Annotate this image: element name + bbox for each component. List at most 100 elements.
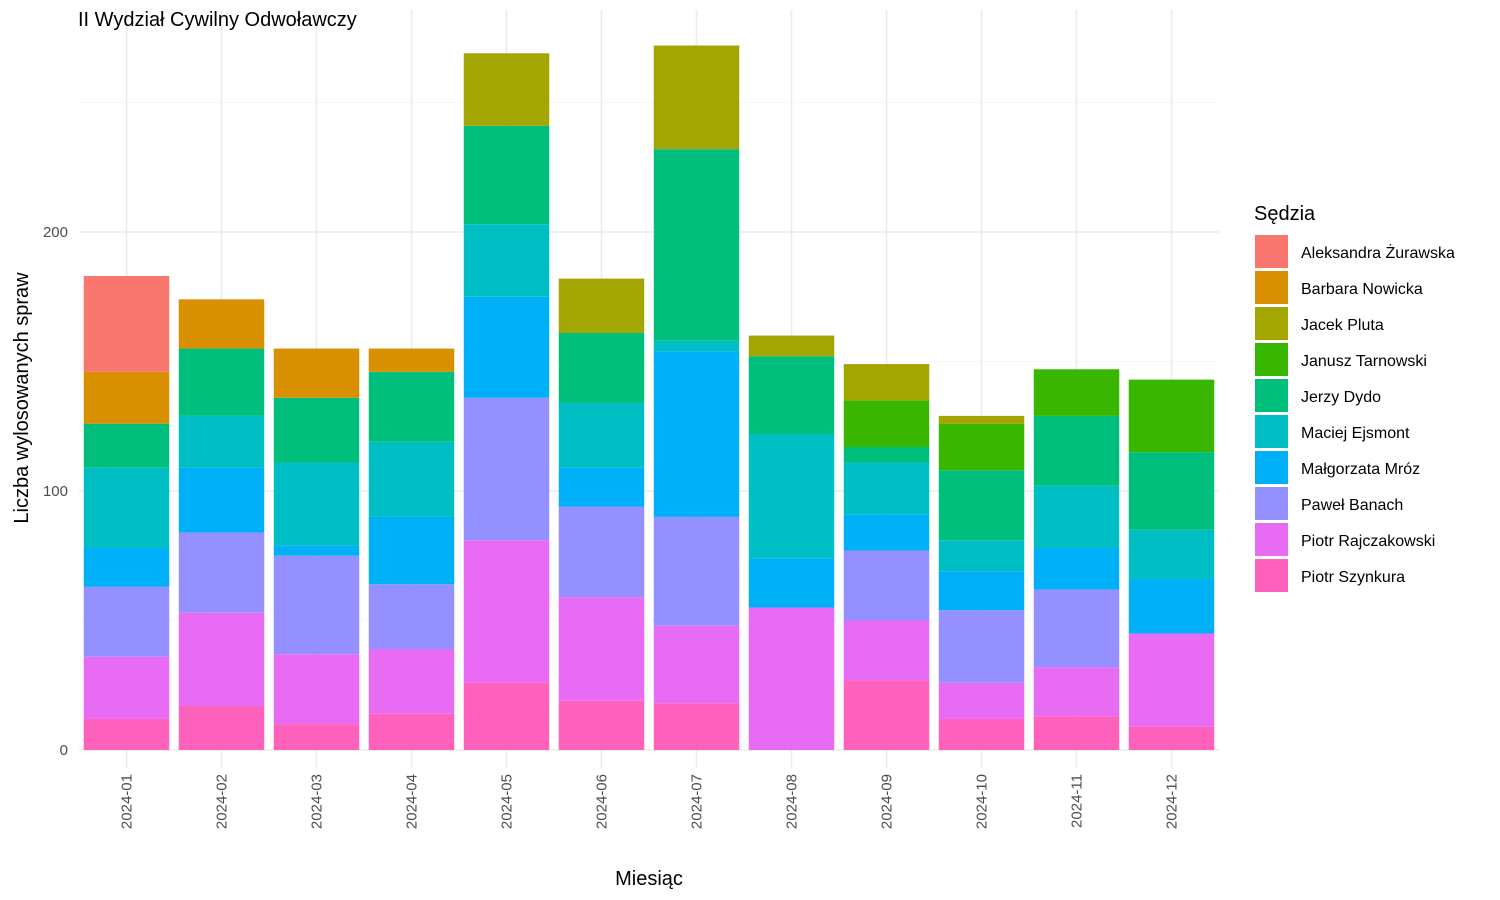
legend-label-pawel-banach: Paweł Banach [1301, 497, 1403, 514]
x-axis-title: Miesiąc [615, 868, 683, 890]
bar-segment-2024-07-pawel-banach [653, 516, 740, 626]
bar-segment-2024-07-piotr-rajczakowski [653, 625, 740, 704]
bar-segment-2024-03-pawel-banach [273, 555, 360, 655]
legend-label-jerzy-dydo: Jerzy Dydo [1301, 389, 1381, 406]
bar-segment-2024-05-jerzy-dydo [463, 125, 550, 225]
legend-label-malgorzata-mroz: Małgorzata Mróz [1301, 461, 1420, 478]
x-tick-label: 2024-08 [784, 774, 801, 829]
bar-segment-2024-07-malgorzata-mroz [653, 351, 740, 517]
bar-segment-2024-04-jerzy-dydo [368, 371, 455, 442]
bar-segment-2024-12-piotr-szynkura [1128, 726, 1215, 750]
bar-segment-2024-04-piotr-rajczakowski [368, 648, 455, 714]
bar-segment-2024-09-jerzy-dydo [843, 446, 930, 463]
bar-segment-2024-03-barbara-nowicka [273, 348, 360, 398]
bar-segment-2024-03-malgorzata-mroz [273, 545, 360, 556]
x-tick-label: 2024-07 [689, 774, 706, 829]
legend-key-aleksandra-zurawska [1255, 235, 1288, 268]
bar-segment-2024-04-maciej-ejsmont [368, 441, 455, 517]
bar-segment-2024-08-jacek-pluta [748, 335, 835, 357]
legend-label-piotr-rajczakowski: Piotr Rajczakowski [1301, 533, 1435, 550]
bar-segment-2024-11-malgorzata-mroz [1033, 547, 1120, 590]
bar-segment-2024-12-piotr-rajczakowski [1128, 633, 1215, 727]
x-tick-label: 2024-02 [214, 774, 231, 829]
bars [83, 45, 1215, 750]
legend-label-aleksandra-zurawska: Aleksandra Żurawska [1301, 243, 1455, 262]
bar-segment-2024-04-pawel-banach [368, 584, 455, 649]
bar-segment-2024-09-piotr-rajczakowski [843, 620, 930, 681]
bar-segment-2024-06-piotr-szynkura [558, 700, 645, 750]
bar-segment-2024-04-piotr-szynkura [368, 713, 455, 750]
bar-segment-2024-02-piotr-rajczakowski [178, 612, 265, 706]
bar-segment-2024-01-pawel-banach [83, 586, 170, 657]
bar-segment-2024-11-piotr-szynkura [1033, 716, 1120, 750]
x-tick-label: 2024-12 [1164, 774, 1181, 829]
bar-segment-2024-02-barbara-nowicka [178, 299, 265, 349]
legend-key-piotr-szynkura [1255, 559, 1288, 592]
x-tick-label: 2024-01 [119, 774, 136, 829]
bar-segment-2024-11-janusz-tarnowski [1033, 369, 1120, 416]
bar-segment-2024-02-piotr-szynkura [178, 705, 265, 750]
bar-segment-2024-03-jerzy-dydo [273, 397, 360, 463]
bar-segment-2024-05-pawel-banach [463, 397, 550, 541]
bar-segment-2024-07-jerzy-dydo [653, 149, 740, 341]
bar-segment-2024-03-maciej-ejsmont [273, 462, 360, 546]
bar-segment-2024-06-jacek-pluta [558, 278, 645, 334]
bar-segment-2024-01-aleksandra-zurawska [83, 276, 170, 372]
bar-segment-2024-02-maciej-ejsmont [178, 415, 265, 468]
bar-segment-2024-10-malgorzata-mroz [938, 571, 1025, 611]
bar-segment-2024-02-pawel-banach [178, 532, 265, 613]
bar-segment-2024-07-piotr-szynkura [653, 703, 740, 750]
bar-segment-2024-09-jacek-pluta [843, 364, 930, 401]
bar-segment-2024-08-piotr-rajczakowski [748, 607, 835, 750]
bar-segment-2024-09-pawel-banach [843, 550, 930, 621]
x-tick-label: 2024-11 [1069, 774, 1086, 828]
legend-label-barbara-nowicka: Barbara Nowicka [1301, 281, 1423, 298]
legend-key-janusz-tarnowski [1255, 343, 1288, 376]
y-tick-label: 200 [43, 224, 68, 241]
bar-segment-2024-04-barbara-nowicka [368, 348, 455, 372]
legend-label-piotr-szynkura: Piotr Szynkura [1301, 569, 1405, 586]
legend-key-piotr-rajczakowski [1255, 523, 1288, 556]
bar-segment-2024-06-malgorzata-mroz [558, 467, 645, 507]
legend: Sędzia Aleksandra Żurawska Barbara Nowick… [1254, 203, 1455, 592]
legend-label-maciej-ejsmont: Maciej Ejsmont [1301, 425, 1410, 442]
bar-segment-2024-02-malgorzata-mroz [178, 467, 265, 533]
bar-segment-2024-10-maciej-ejsmont [938, 540, 1025, 572]
legend-key-jerzy-dydo [1255, 379, 1288, 412]
bar-segment-2024-10-piotr-rajczakowski [938, 682, 1025, 719]
bar-segment-2024-04-malgorzata-mroz [368, 516, 455, 585]
bar-segment-2024-11-piotr-rajczakowski [1033, 667, 1120, 717]
bar-segment-2024-01-barbara-nowicka [83, 371, 170, 424]
bar-segment-2024-07-jacek-pluta [653, 45, 740, 150]
bar-segment-2024-12-maciej-ejsmont [1128, 529, 1215, 580]
legend-key-maciej-ejsmont [1255, 415, 1288, 448]
bar-segment-2024-01-piotr-rajczakowski [83, 656, 170, 719]
bar-segment-2024-09-maciej-ejsmont [843, 462, 930, 515]
bar-segment-2024-05-jacek-pluta [463, 53, 550, 126]
x-axis-ticks: 2024-01 2024-02 2024-03 2024-04 2024-05 2024-… [119, 774, 1181, 829]
x-tick-label: 2024-03 [309, 774, 326, 829]
bar-segment-2024-10-piotr-szynkura [938, 718, 1025, 750]
y-axis-ticks: 0 100 200 [43, 224, 68, 759]
legend-label-jacek-pluta: Jacek Pluta [1301, 317, 1384, 334]
legend-title: Sędzia [1254, 203, 1316, 225]
bar-segment-2024-02-jerzy-dydo [178, 348, 265, 416]
x-tick-label: 2024-10 [974, 774, 991, 829]
bar-segment-2024-05-malgorzata-mroz [463, 296, 550, 398]
legend-key-malgorzata-mroz [1255, 451, 1288, 484]
bar-segment-2024-08-malgorzata-mroz [748, 558, 835, 608]
bar-segment-2024-10-jacek-pluta [938, 415, 1025, 424]
bar-segment-2024-01-maciej-ejsmont [83, 467, 170, 548]
bar-segment-2024-09-piotr-szynkura [843, 680, 930, 750]
bar-segment-2024-05-maciej-ejsmont [463, 224, 550, 297]
bar-segment-2024-09-janusz-tarnowski [843, 400, 930, 447]
bar-segment-2024-06-jerzy-dydo [558, 333, 645, 403]
bar-segment-2024-10-janusz-tarnowski [938, 423, 1025, 471]
legend-key-jacek-pluta [1255, 307, 1288, 340]
bar-segment-2024-10-pawel-banach [938, 610, 1025, 683]
bar-segment-2024-11-pawel-banach [1033, 589, 1120, 668]
bar-segment-2024-06-piotr-rajczakowski [558, 597, 645, 701]
bar-segment-2024-12-malgorzata-mroz [1128, 579, 1215, 634]
legend-label-janusz-tarnowski: Janusz Tarnowski [1301, 353, 1427, 370]
